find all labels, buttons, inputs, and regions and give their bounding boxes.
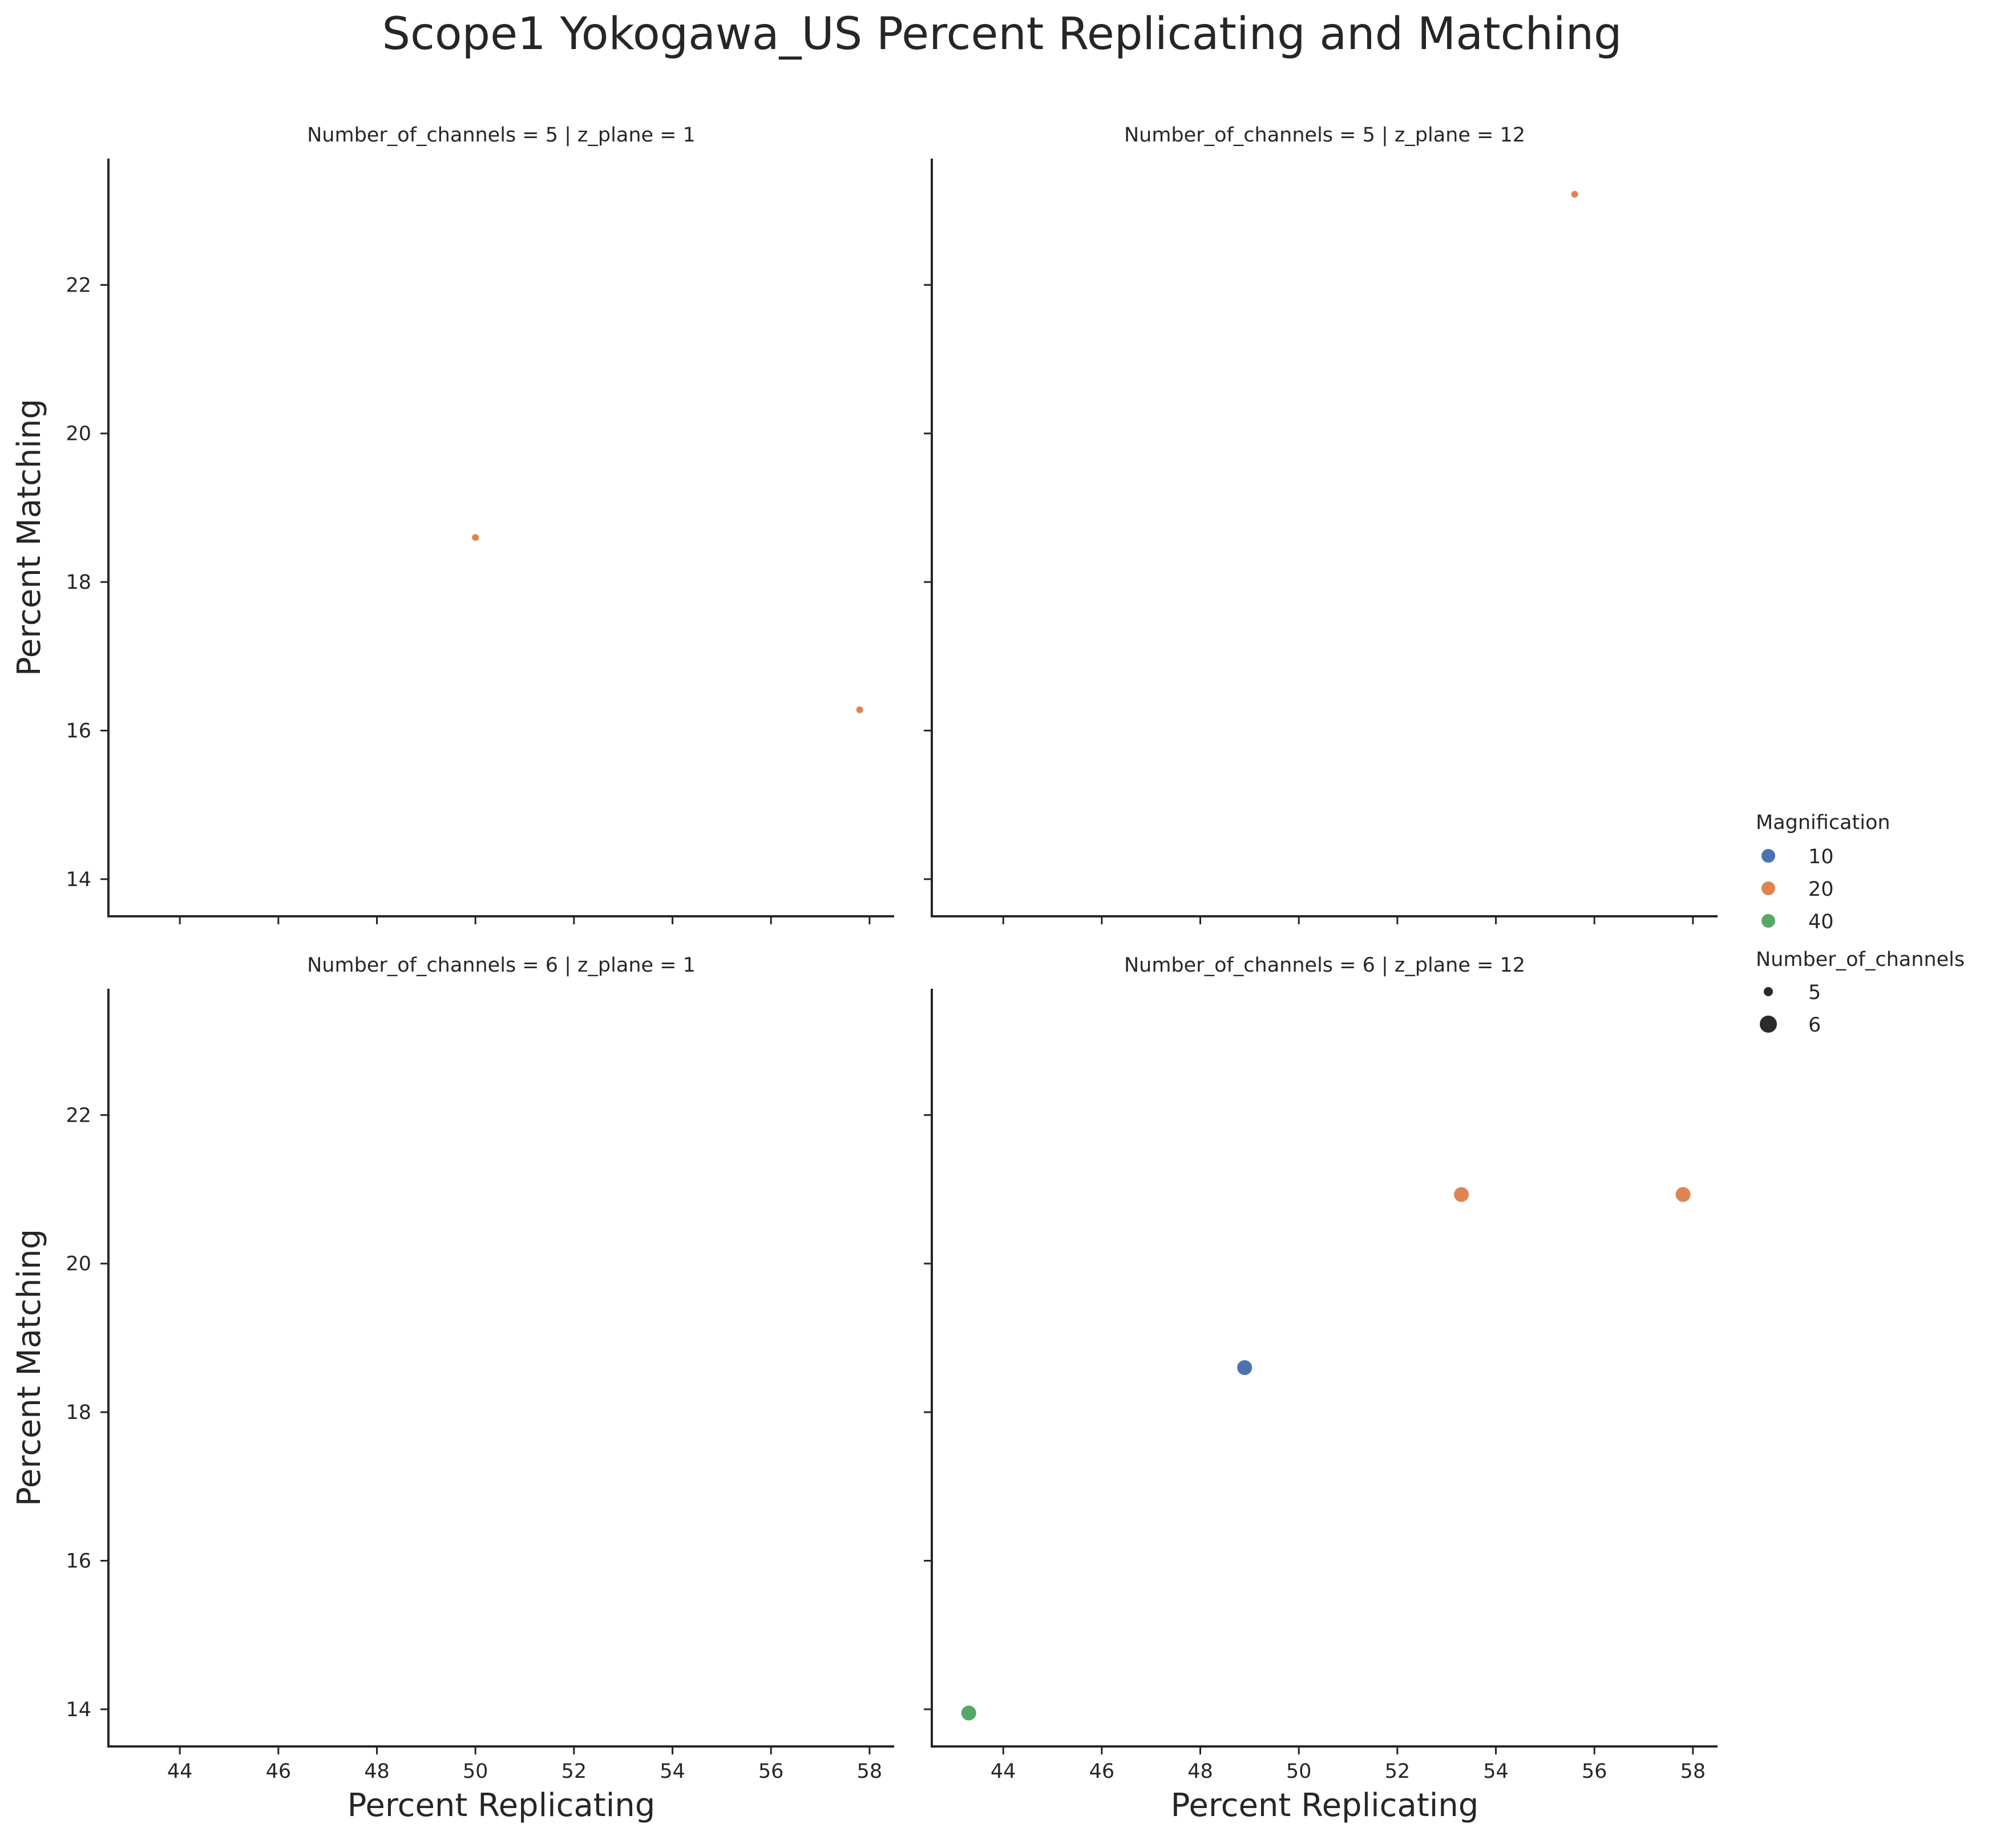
facet-title: Number_of_channels = 6 | z_plane = 12 [1124, 954, 1525, 977]
legend-marker-magnification [1760, 913, 1776, 929]
x-tick-label: 58 [857, 1760, 883, 1783]
y-tick-label: 18 [66, 571, 91, 594]
legend-marker-number-of-channels [1760, 1016, 1777, 1033]
x-axis-label: Percent Replicating [348, 1787, 656, 1824]
legend-title-number-of-channels: Number_of_channels [1756, 948, 1965, 971]
data-point [1570, 189, 1579, 199]
x-tick-label: 46 [1089, 1760, 1115, 1783]
x-tick-label: 54 [1483, 1760, 1509, 1783]
x-tick-label: 48 [364, 1760, 390, 1783]
x-axis-label: Percent Replicating [1171, 1787, 1479, 1824]
panel-3: Number_of_channels = 6 | z_plane = 1 44 46… [11, 954, 894, 1824]
facet-title: Number_of_channels = 5 | z_plane = 1 [307, 124, 696, 147]
x-tick-label: 44 [167, 1760, 193, 1783]
y-tick-label: 16 [66, 1550, 91, 1573]
y-axis-label: Percent Matching [11, 1229, 48, 1506]
y-tick-label: 18 [66, 1401, 91, 1424]
x-tick-label: 50 [1286, 1760, 1312, 1783]
x-tick-label: 56 [1582, 1760, 1607, 1783]
x-tick-label: 50 [463, 1760, 488, 1783]
data-point [1236, 1359, 1254, 1376]
legend-label-magnification: 10 [1808, 846, 1834, 868]
y-tick-label: 20 [66, 423, 91, 446]
legend-label-number-of-channels: 6 [1808, 1014, 1821, 1037]
facet-title: Number_of_channels = 5 | z_plane = 12 [1124, 124, 1525, 147]
y-tick-label: 16 [66, 720, 91, 743]
legend-label-number-of-channels: 5 [1808, 981, 1821, 1004]
x-tick-label: 44 [991, 1760, 1016, 1783]
legend-marker-magnification [1760, 848, 1776, 864]
x-tick-label: 52 [561, 1760, 587, 1783]
data-point [855, 705, 864, 715]
data-point [960, 1704, 977, 1722]
panel-1: Number_of_channels = 5 | z_plane = 1 14 16… [11, 124, 894, 924]
data-point [1674, 1186, 1692, 1203]
y-tick-label: 20 [66, 1253, 91, 1276]
facet-title: Number_of_channels = 6 | z_plane = 1 [307, 954, 696, 977]
x-tick-label: 58 [1680, 1760, 1706, 1783]
legend: Magnification 10 20 40 Number_of_channels 5 6 [1756, 811, 1965, 1037]
x-tick-label: 46 [266, 1760, 292, 1783]
y-tick-label: 22 [66, 1104, 91, 1127]
x-tick-label: 56 [758, 1760, 784, 1783]
y-tick-label: 14 [66, 868, 91, 891]
chart-title: Scope1 Yokogawa_US Percent Replicating a… [382, 9, 1622, 60]
legend-marker-number-of-channels [1764, 987, 1773, 996]
x-tick-label: 54 [660, 1760, 685, 1783]
legend-label-magnification: 40 [1808, 911, 1834, 933]
data-point [1453, 1186, 1470, 1203]
legend-title-magnification: Magnification [1756, 811, 1890, 834]
y-tick-label: 14 [66, 1699, 91, 1721]
data-point [471, 533, 480, 542]
y-tick-label: 22 [66, 274, 91, 297]
panel-4: Number_of_channels = 6 | z_plane = 12 44 4… [924, 954, 1718, 1824]
x-tick-label: 48 [1187, 1760, 1213, 1783]
facet-grid: Number_of_channels = 5 | z_plane = 1 14 16… [11, 124, 1718, 1824]
x-tick-label: 52 [1385, 1760, 1411, 1783]
y-axis-label: Percent Matching [11, 399, 48, 676]
legend-marker-magnification [1760, 880, 1776, 896]
panel-2: Number_of_channels = 5 | z_plane = 12 [924, 124, 1718, 924]
legend-label-magnification: 20 [1808, 878, 1834, 901]
